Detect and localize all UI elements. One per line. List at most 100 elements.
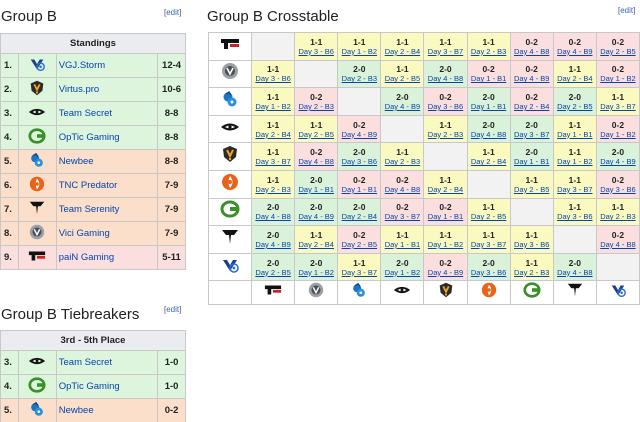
match-day-link[interactable]: Day 3 - B7 [600,101,636,111]
match-day-link[interactable]: Day 2 - B3 [427,129,464,139]
match-day-link[interactable]: Day 3 - B6 [513,239,550,249]
match-day-link[interactable]: Day 1 - B1 [470,74,507,84]
match-day-link[interactable]: Day 3 - B7 [557,184,593,194]
match-day-link[interactable]: Day 3 - B7 [470,239,507,249]
match-day-link[interactable]: Day 2 - B4 [470,157,507,167]
match-day-link[interactable]: Day 2 - B3 [513,267,550,277]
match-day-link[interactable]: Day 2 - B5 [600,46,636,56]
match-day-link[interactable]: Day 2 - B4 [427,184,464,194]
match-day-link[interactable]: Day 3 - B7 [384,212,421,222]
team-logo[interactable] [17,53,57,78]
row-team-logo[interactable] [207,87,253,116]
match-day-link[interactable]: Day 2 - B5 [298,129,334,139]
match-day-link[interactable]: Day 2 - B3 [341,74,378,84]
match-day-link[interactable]: Day 3 - B6 [298,46,334,56]
team-logo[interactable] [17,125,57,150]
match-day-link[interactable]: Day 2 - B4 [255,129,291,139]
team-logo[interactable] [17,245,57,270]
column-team-logo[interactable] [337,280,382,306]
match-day-link[interactable]: Day 4 - B8 [384,184,421,194]
match-day-link[interactable]: Day 1 - B1 [341,184,378,194]
match-day-link[interactable]: Day 3 - B7 [513,129,550,139]
match-day-link[interactable]: Day 2 - B4 [298,239,334,249]
row-team-logo[interactable] [207,114,253,144]
column-team-logo[interactable] [509,280,554,306]
match-day-link[interactable]: Day 2 - B5 [470,212,507,222]
match-day-link[interactable]: Day 2 - B3 [600,212,636,222]
match-day-link[interactable]: Day 3 - B6 [557,212,593,222]
match-day-link[interactable]: Day 2 - B5 [384,74,421,84]
match-day-link[interactable]: Day 4 - B8 [298,157,334,167]
row-team-logo[interactable] [207,197,253,227]
match-day-link[interactable]: Day 3 - B6 [427,101,464,111]
match-day-link[interactable]: Day 4 - B9 [557,46,593,56]
match-day-link[interactable]: Day 4 - B9 [298,212,334,222]
team-name-link[interactable]: Virtus.pro [55,77,159,102]
team-name-link[interactable]: TNC Predator [55,173,159,198]
team-name-link[interactable]: paiN Gaming [55,245,159,270]
match-day-link[interactable]: Day 2 - B4 [384,46,421,56]
match-day-link[interactable]: Day 4 - B9 [341,129,378,139]
match-day-link[interactable]: Day 1 - B1 [470,101,507,111]
match-day-link[interactable]: Day 2 - B3 [470,46,507,56]
edit-standings-link[interactable]: edit [166,8,180,17]
match-day-link[interactable]: Day 3 - B6 [600,184,636,194]
match-day-link[interactable]: Day 3 - B6 [470,267,507,277]
match-day-link[interactable]: Day 1 - B2 [298,267,334,277]
match-day-link[interactable]: Day 2 - B4 [557,74,593,84]
column-team-logo[interactable] [251,280,296,306]
column-team-logo[interactable] [552,280,597,306]
match-day-link[interactable]: Day 1 - B1 [298,184,334,194]
match-day-link[interactable]: Day 2 - B4 [513,101,550,111]
team-name-link[interactable]: Newbee [55,398,159,422]
column-team-logo[interactable] [380,280,425,306]
match-day-link[interactable]: Day 1 - B1 [427,212,464,222]
match-day-link[interactable]: Day 1 - B2 [384,267,421,277]
match-day-link[interactable]: Day 4 - B9 [513,74,550,84]
column-team-logo[interactable] [294,280,339,306]
team-logo[interactable] [17,77,57,102]
match-day-link[interactable]: Day 3 - B7 [341,267,378,277]
team-name-link[interactable]: Newbee [55,149,159,174]
match-day-link[interactable]: Day 1 - B2 [600,129,636,139]
row-team-logo[interactable] [207,142,253,171]
match-day-link[interactable]: Day 1 - B1 [557,129,593,139]
match-day-link[interactable]: Day 2 - B3 [298,101,334,111]
match-day-link[interactable]: Day 4 - B8 [600,239,636,249]
match-day-link[interactable]: Day 4 - B9 [427,267,464,277]
match-day-link[interactable]: Day 1 - B1 [384,239,421,249]
match-day-link[interactable]: Day 1 - B1 [513,157,550,167]
match-day-link[interactable]: Day 4 - B8 [557,267,593,277]
row-team-logo[interactable] [207,59,253,89]
team-logo[interactable] [17,398,57,422]
match-day-link[interactable]: Day 2 - B5 [341,239,378,249]
team-name-link[interactable]: Team Serenity [55,197,159,222]
match-day-link[interactable]: Day 4 - B9 [600,157,636,167]
match-day-link[interactable]: Day 3 - B7 [255,157,291,167]
team-logo[interactable] [17,197,57,222]
team-logo[interactable] [17,221,57,246]
match-day-link[interactable]: Day 2 - B3 [384,157,421,167]
match-day-link[interactable]: Day 3 - B6 [341,157,378,167]
match-day-link[interactable]: Day 1 - B2 [600,74,636,84]
team-name-link[interactable]: Vici Gaming [55,221,159,246]
column-team-logo[interactable] [423,280,468,306]
match-day-link[interactable]: Day 4 - B9 [384,101,421,111]
team-logo[interactable] [17,374,57,399]
match-day-link[interactable]: Day 4 - B9 [255,239,291,249]
match-day-link[interactable]: Day 1 - B2 [557,157,593,167]
team-name-link[interactable]: Team Secret [55,101,159,126]
match-day-link[interactable]: Day 1 - B2 [427,239,464,249]
row-team-logo[interactable] [207,225,253,254]
match-day-link[interactable]: Day 3 - B7 [427,46,464,56]
row-team-logo[interactable] [207,252,253,282]
team-logo[interactable] [17,350,57,375]
row-team-logo[interactable] [207,169,253,199]
match-day-link[interactable]: Day 2 - B5 [557,101,593,111]
edit-tiebreakers-link[interactable]: edit [166,305,180,314]
team-name-link[interactable]: OpTic Gaming [55,374,159,399]
match-day-link[interactable]: Day 3 - B6 [255,74,291,84]
match-day-link[interactable]: Day 2 - B5 [255,267,291,277]
team-logo[interactable] [17,101,57,126]
row-team-logo[interactable] [207,32,253,61]
